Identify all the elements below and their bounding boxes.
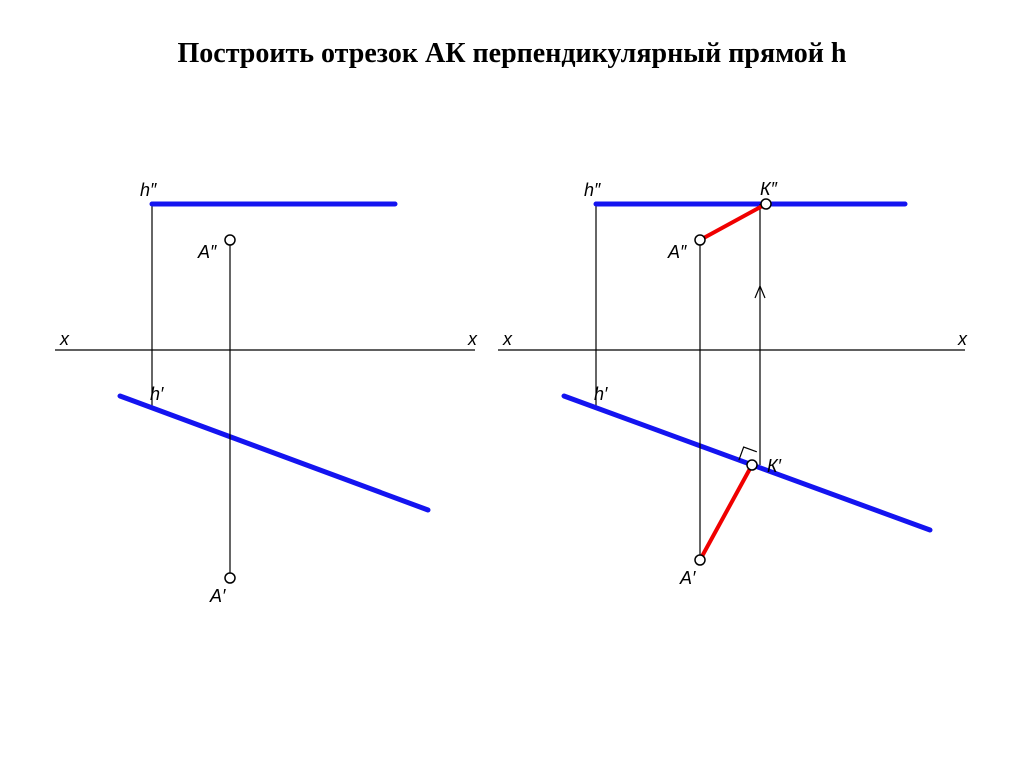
right-K2-point: [761, 199, 771, 209]
svg-text:h″: h″: [584, 180, 601, 200]
right-A1-point: [695, 555, 705, 565]
segment-A2K2: [700, 204, 766, 240]
right-K1-point: [747, 460, 757, 470]
right-A2-point: [695, 235, 705, 245]
left-A1-point: [225, 573, 235, 583]
svg-text:h′: h′: [594, 384, 608, 404]
svg-text:А″: А″: [197, 242, 217, 262]
diagram-canvas: x x h″ h′ А″ А′ x x h″ h′ А″ А′ К′ К″: [0, 0, 1024, 767]
svg-text:h′: h′: [150, 384, 164, 404]
svg-text:x: x: [957, 329, 968, 349]
svg-text:К″: К″: [760, 179, 778, 199]
left-A2-point: [225, 235, 235, 245]
svg-text:К′: К′: [767, 456, 782, 476]
svg-text:x: x: [502, 329, 513, 349]
svg-text:x: x: [467, 329, 478, 349]
left-h1-line: [120, 396, 428, 510]
svg-text:А″: А″: [667, 242, 687, 262]
svg-text:h″: h″: [140, 180, 157, 200]
svg-text:x: x: [59, 329, 70, 349]
right-angle-mark: [739, 447, 757, 460]
svg-text:А′: А′: [209, 586, 226, 606]
svg-text:А′: А′: [679, 568, 696, 588]
segment-A1K1: [700, 465, 752, 560]
